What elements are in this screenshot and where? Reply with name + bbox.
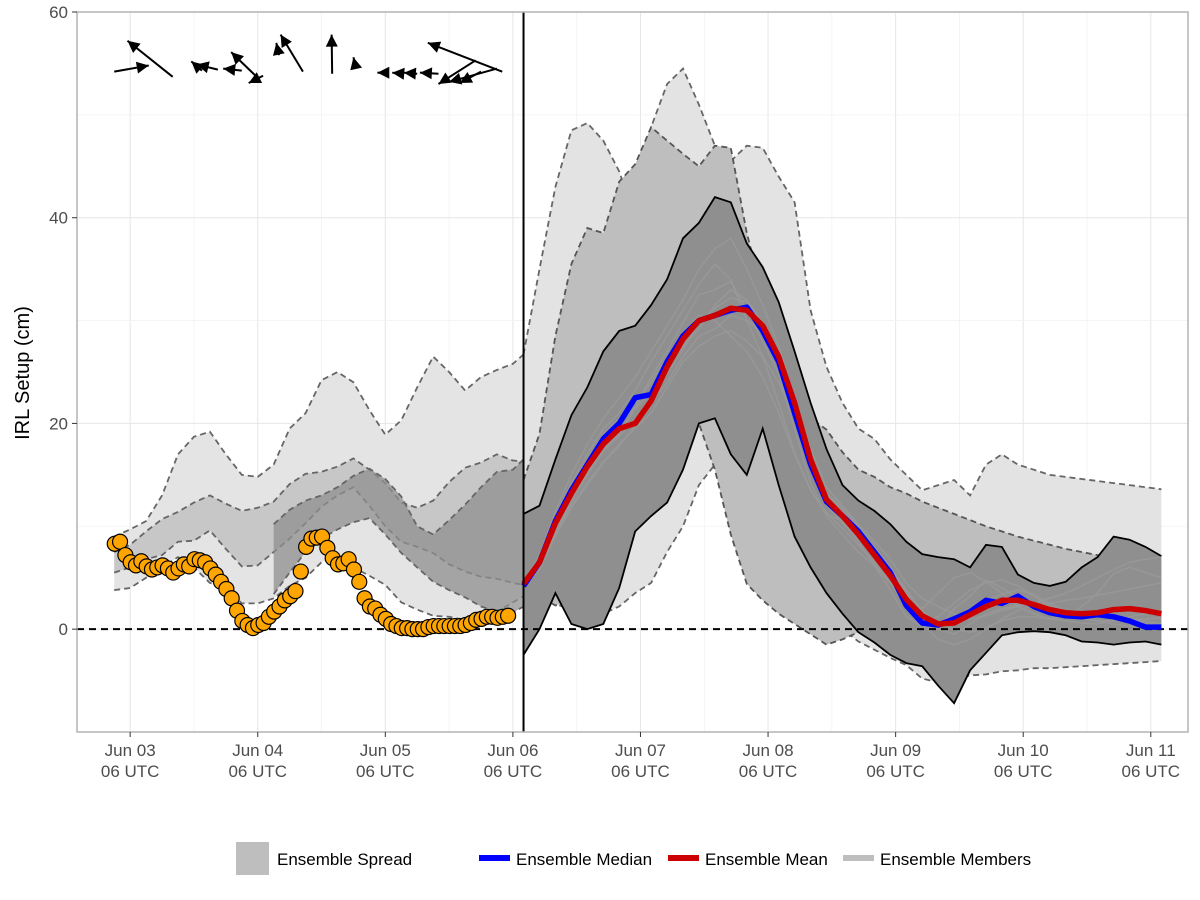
legend-spread-label: Ensemble Spread [277,850,412,869]
legend-median-label: Ensemble Median [516,850,652,869]
wind-arrow-head [280,34,292,48]
x-tick-label-date: Jun 04 [232,741,283,760]
ensemble-member-line [522,314,1162,630]
y-tick-label: 40 [49,209,68,228]
wind-arrow-head [223,63,236,76]
legend-spread-swatch [236,842,269,875]
forecast-inner-lower-edge [522,417,1162,705]
x-axis-ticks: Jun 03 06 UTC Jun 04 06 UTC Jun 05 06 UTC Jun … [101,732,1180,781]
wind-arrow-head [273,42,285,56]
plot-frame [76,11,1189,733]
ensemble-member-line [522,288,1162,634]
x-tick-label-date: Jun 11 [1126,741,1176,760]
x-tick-label-time: 06 UTC [994,762,1053,781]
wind-arrow-head [403,67,417,80]
ensemble-member-line [522,237,1162,620]
wind-arrow-head [449,72,463,85]
spread-band-upper-edge [113,453,524,553]
wind-arrow-head [419,67,433,80]
wind-arrow-head [127,40,141,53]
y-tick-label: 0 [59,620,68,639]
ensemble-member-lines [522,237,1162,646]
x-tick-label-time: 06 UTC [228,762,287,781]
wind-arrow-head [231,52,244,65]
y-axis-ticks: 0 20 40 60 [49,3,77,639]
wind-arrow-head [438,72,452,84]
x-tick-label-time: 06 UTC [866,762,925,781]
x-tick-label-time: 06 UTC [101,762,160,781]
x-tick-label-date: Jun 10 [998,741,1049,760]
x-tick-label-time: 06 UTC [611,762,670,781]
observed-point [292,563,309,580]
observed-point [500,607,517,624]
x-tick-label-time: 06 UTC [1122,762,1181,781]
wind-arrow-head [392,67,405,80]
spread-band-lower-edge [272,517,524,614]
wind-arrow-head [325,34,338,47]
wind-arrow-head [377,66,390,79]
legend: Ensemble Spread Ensemble Median Ensemble… [236,842,1031,875]
x-tick-label-time: 06 UTC [739,762,798,781]
x-tick-label-date: Jun 07 [615,741,666,760]
wind-arrow-head [427,41,442,53]
forecast-outer-upper-edge [522,67,1162,497]
y-axis-title: IRL Setup (cm) [12,306,34,440]
observed-point [111,533,129,550]
ensemble-member-line [522,280,1162,620]
forecast-mid-upper-edge [522,125,1162,565]
wind-arrows [114,34,503,85]
observed-point [287,582,304,600]
x-tick-label-date: Jun 08 [743,741,794,760]
wind-arrow-head [350,57,362,71]
legend-mean-label: Ensemble Mean [705,850,828,869]
legend-members-label: Ensemble Members [880,850,1031,869]
y-tick-label: 60 [49,3,68,22]
wind-arrow-shaft [427,41,503,73]
x-tick-label-date: Jun 05 [360,741,411,760]
ensemble-mean-line [521,305,1162,627]
forecast-inner-upper-edge [523,196,1162,587]
ensemble-summary-lines [521,304,1162,630]
observed-points [106,528,517,638]
wind-arrow-head [196,61,210,74]
wind-arrow-head [135,61,149,74]
wind-arrow-head [248,72,263,83]
x-tick-label-date: Jun 03 [105,741,156,760]
x-tick-label-date: Jun 06 [487,741,538,760]
spread-band-upper-edge [273,458,525,536]
plot-border [76,11,1189,733]
observed-point [351,573,368,590]
y-tick-label: 20 [49,414,68,433]
x-tick-label-time: 06 UTC [484,762,543,781]
x-tick-label-date: Jun 09 [870,741,921,760]
x-tick-label-time: 06 UTC [356,762,415,781]
spread-band-inner [273,459,524,613]
